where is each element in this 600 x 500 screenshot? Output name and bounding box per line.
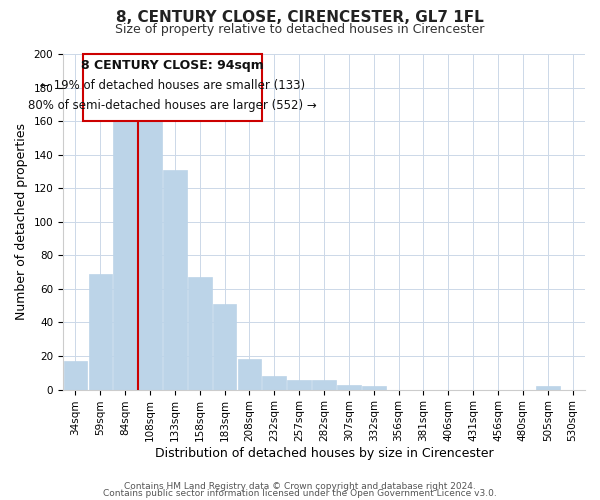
Bar <box>188 277 212 390</box>
Y-axis label: Number of detached properties: Number of detached properties <box>15 124 28 320</box>
Bar <box>536 386 560 390</box>
Bar <box>362 386 386 390</box>
Bar <box>89 274 112 390</box>
FancyBboxPatch shape <box>83 54 262 121</box>
Bar <box>287 380 311 390</box>
Bar <box>163 170 187 390</box>
Bar <box>238 360 261 390</box>
Text: 80% of semi-detached houses are larger (552) →: 80% of semi-detached houses are larger (… <box>28 100 317 112</box>
Bar <box>138 116 162 390</box>
Bar <box>113 121 137 390</box>
Bar <box>64 361 87 390</box>
Bar <box>337 384 361 390</box>
Bar <box>213 304 236 390</box>
Text: Size of property relative to detached houses in Cirencester: Size of property relative to detached ho… <box>115 22 485 36</box>
Text: ← 19% of detached houses are smaller (133): ← 19% of detached houses are smaller (13… <box>40 79 305 92</box>
Bar <box>312 380 336 390</box>
Bar <box>262 376 286 390</box>
Text: Contains public sector information licensed under the Open Government Licence v3: Contains public sector information licen… <box>103 489 497 498</box>
Text: 8, CENTURY CLOSE, CIRENCESTER, GL7 1FL: 8, CENTURY CLOSE, CIRENCESTER, GL7 1FL <box>116 10 484 25</box>
Text: Contains HM Land Registry data © Crown copyright and database right 2024.: Contains HM Land Registry data © Crown c… <box>124 482 476 491</box>
X-axis label: Distribution of detached houses by size in Cirencester: Distribution of detached houses by size … <box>155 447 493 460</box>
Text: 8 CENTURY CLOSE: 94sqm: 8 CENTURY CLOSE: 94sqm <box>81 59 264 72</box>
